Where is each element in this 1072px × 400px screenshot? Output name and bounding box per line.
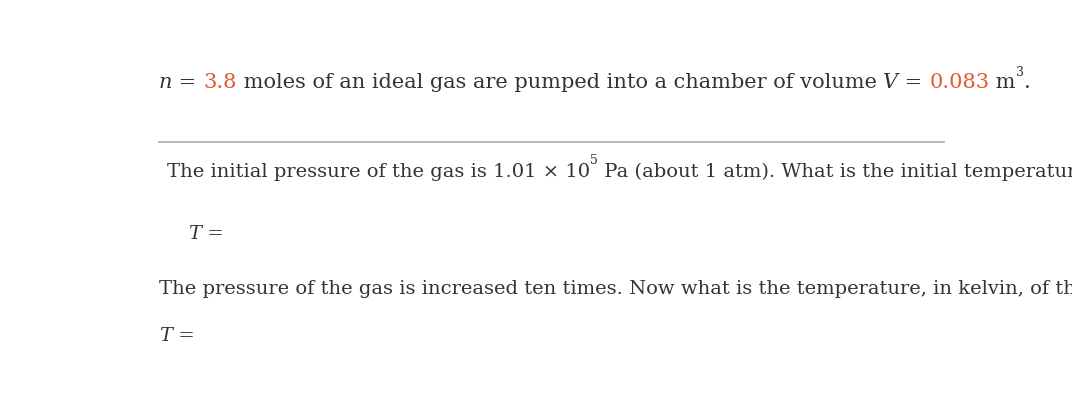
Text: T: T bbox=[159, 326, 172, 345]
Text: moles of an ideal gas are pumped into a chamber of volume: moles of an ideal gas are pumped into a … bbox=[237, 73, 883, 92]
Text: =: = bbox=[202, 225, 224, 243]
Text: =: = bbox=[173, 73, 204, 92]
Text: 0.083: 0.083 bbox=[929, 73, 989, 92]
Text: m: m bbox=[989, 73, 1016, 92]
Text: =: = bbox=[172, 326, 195, 345]
Text: =: = bbox=[898, 73, 929, 92]
Text: The initial pressure of the gas is 1.01 × 10: The initial pressure of the gas is 1.01 … bbox=[167, 163, 591, 181]
Text: V: V bbox=[883, 73, 898, 92]
Text: 3: 3 bbox=[1016, 66, 1024, 79]
Text: Pa (about 1 atm). What is the initial temperature, in kelvin, of the gas?: Pa (about 1 atm). What is the initial te… bbox=[598, 163, 1072, 181]
Text: 5: 5 bbox=[591, 154, 598, 166]
Text: T: T bbox=[188, 225, 202, 243]
Text: .: . bbox=[1024, 73, 1030, 92]
Text: The pressure of the gas is increased ten times. Now what is the temperature, in : The pressure of the gas is increased ten… bbox=[159, 280, 1072, 298]
Text: n: n bbox=[159, 73, 173, 92]
Text: 3.8: 3.8 bbox=[204, 73, 237, 92]
